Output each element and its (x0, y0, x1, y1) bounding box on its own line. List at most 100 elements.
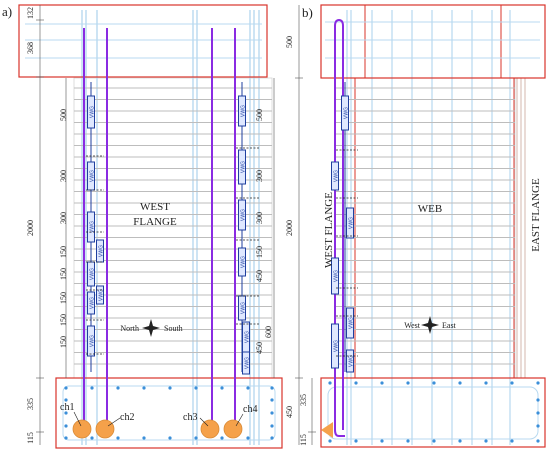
compass-west: West (404, 321, 421, 330)
vwg-gauge: VWG (331, 323, 340, 369)
vwg-label: VWG (241, 209, 247, 221)
west-flange-label-line1: WEST (140, 201, 170, 213)
base-bar-dot (458, 439, 462, 443)
panel-a-left-column-dims: 500 300 300 150 150 150 150 150 (59, 109, 68, 348)
panel-b-base-block (320, 377, 546, 448)
base-bar-dot (142, 436, 146, 440)
panel-b-base-bars (328, 381, 540, 443)
base-bar-dot (510, 381, 514, 385)
vwg-label: VWG (90, 170, 96, 182)
panel-b-label: b) (302, 5, 313, 20)
compass-south: South (164, 324, 183, 333)
web-label: WEB (418, 203, 442, 215)
anchor-ch3 (200, 419, 220, 439)
west-flange-label: WEST FLANGE (323, 192, 335, 268)
vwg-gauge: VWG (238, 199, 247, 231)
label-ch2: ch2 (120, 412, 134, 423)
panel-b-anchor (321, 422, 333, 438)
base-bar-dot (270, 436, 274, 440)
panel-b-gauges: VWG VWG VWG VWG VWG VWG VWG (331, 82, 358, 373)
dim-left-7: 150 (59, 336, 68, 348)
dim-right-1: 300 (255, 170, 264, 182)
base-bar-dot (406, 439, 410, 443)
base-bar-dot (220, 436, 224, 440)
compass-icon (142, 319, 160, 337)
vwg-gauge: VWG (346, 307, 355, 339)
vwg-label: VWG (245, 357, 251, 369)
vwg-gauge: VWG (238, 149, 247, 185)
dim-left-1: 300 (59, 170, 68, 182)
base-bar-dot (536, 381, 540, 385)
panel-b-compass (421, 316, 439, 334)
panel-b-top-rebars (325, 21, 540, 59)
vwg-label: VWG (241, 256, 247, 268)
base-bar-dot (354, 439, 358, 443)
vwg-label: VWG (90, 221, 96, 233)
vwg-label: VWG (349, 355, 355, 367)
compass-icon-b (421, 316, 439, 334)
panel-b: VWG VWG VWG VWG VWG VWG VWG WEST FLANGE WEB EA… (285, 4, 546, 448)
vwg-label: VWG (90, 268, 96, 280)
vwg-label: VWG (90, 106, 96, 118)
vwg-gauge: VWG (346, 207, 355, 239)
vwg-gauge: VWG (331, 161, 340, 191)
dim-right-3: 150 (255, 246, 264, 258)
base-bar-dot (458, 381, 462, 385)
base-bar-dot (116, 436, 120, 440)
label-ch4: ch4 (243, 404, 257, 415)
base-bar-dot (64, 386, 68, 390)
base-bar-dot (270, 424, 274, 428)
panel-b-east-flange-bars (516, 78, 526, 378)
vwg-gauge: VWG (87, 325, 96, 357)
base-bar-dot (536, 411, 540, 415)
vwg-gauge: VWG (346, 349, 355, 373)
panel-a-gauges-right: VWG VWG VWG VWG VWG VWG VWG (236, 82, 260, 375)
base-bar-dot (270, 398, 274, 402)
vwg-gauge: VWG (96, 239, 105, 263)
anchor-ch1 (72, 419, 92, 439)
vwg-label: VWG (90, 335, 96, 347)
vwg-label: VWG (334, 340, 340, 352)
dim-b-335: 335 (299, 394, 308, 406)
east-flange-label: EAST FLANGE (530, 178, 542, 252)
dim-left-5: 150 (59, 292, 68, 304)
dim-a-2000: 2000 (26, 220, 35, 236)
vwg-label: VWG (90, 297, 96, 309)
panel-b-stirrups (335, 87, 515, 365)
dim-b-115: 115 (299, 434, 308, 446)
panel-a-channel-leaders (73, 411, 244, 427)
vwg-label: VWG (344, 107, 350, 119)
base-bar-dot (328, 381, 332, 385)
base-bar-dot (90, 386, 94, 390)
base-bar-dot (432, 381, 436, 385)
dim-left-4: 150 (59, 268, 68, 280)
base-bar-dot (116, 386, 120, 390)
dim-right-4: 450 (255, 270, 264, 282)
base-bar-dot (484, 381, 488, 385)
dim-left-3: 150 (59, 246, 68, 258)
vwg-gauge: VWG (238, 95, 247, 127)
vwg-label: VWG (241, 302, 247, 314)
base-bar-dot (168, 436, 172, 440)
vwg-gauge: VWG (87, 161, 96, 191)
base-bar-dot (64, 436, 68, 440)
compass-north: North (120, 324, 139, 333)
panel-a-anchors (72, 419, 243, 439)
panel-a-base-block (55, 377, 283, 449)
base-bar-dot (536, 439, 540, 443)
base-bar-dot (536, 424, 540, 428)
dim-a-335: 335 (26, 398, 35, 410)
dim-right-0: 500 (255, 109, 264, 121)
panel-b-tendon (334, 18, 345, 437)
vwg-gauge: VWG (242, 351, 251, 375)
dim-a-132: 132 (26, 7, 35, 19)
panel-a-base-stirrup (62, 385, 276, 441)
base-bar-dot (194, 436, 198, 440)
vwg-label: VWG (334, 270, 340, 282)
panel-b-column-outline (334, 77, 516, 379)
vwg-label: VWG (99, 289, 105, 301)
dim-right-6: 600 (264, 326, 273, 338)
